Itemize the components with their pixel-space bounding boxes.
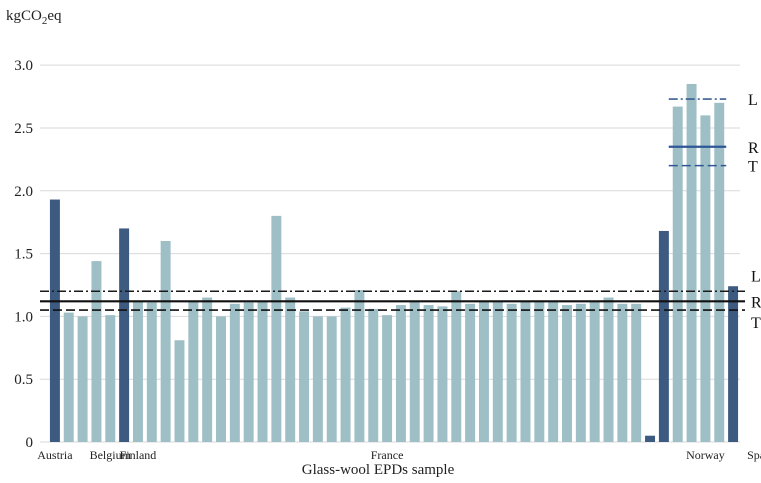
bar-44 [658,230,669,442]
bar-16 [271,215,282,442]
country-label: France [371,448,404,462]
country-label: Austria [37,448,73,462]
bar-38 [575,303,586,442]
bar-34 [520,301,531,442]
bar-0 [49,199,60,442]
country-label: Belgium [90,448,132,462]
country-label: Norway [686,448,725,462]
bar-9 [174,340,185,442]
country-label: Finland [120,448,157,462]
bar-48 [714,102,725,442]
bar-3 [91,261,102,442]
bar-22 [354,289,365,442]
bar-42 [631,303,642,442]
bar-7 [146,302,157,442]
bar-4 [105,315,116,442]
bar-8 [160,241,171,442]
bar-10 [188,301,199,442]
x-axis-title: Glass-wool EPDs sample [302,462,455,478]
bar-49 [728,286,739,442]
bar-36 [548,301,559,442]
y-tick-label: 0 [26,435,34,451]
reference-line-label: T [748,159,758,176]
bar-13 [229,303,240,442]
bar-20 [326,316,337,442]
bar-31 [478,301,489,442]
reference-line-label: T [751,315,761,332]
bars [49,83,739,443]
y-tick-label: 3.0 [14,58,33,74]
bar-24 [382,315,393,442]
bar-27 [423,305,434,442]
y-tick-label: 0.5 [14,372,33,388]
y-tick-label: 2.5 [14,121,33,137]
bar-19 [312,316,323,442]
reference-line-label: R [751,294,761,311]
y-axis-title: kgCO2eq [6,8,62,27]
bar-15 [257,301,268,442]
bar-2 [77,316,88,442]
bar-23 [368,308,379,442]
bar-37 [562,305,572,442]
bar-40 [603,297,614,442]
y-tick-label: 2.0 [14,184,33,200]
bar-21 [340,307,351,442]
reference-line-label: L [751,268,761,285]
bar-12 [216,316,226,442]
bar-11 [202,297,213,442]
bar-29 [451,291,462,442]
bar-18 [299,311,310,442]
y-axis: 0 0.5 1.0 1.5 2.0 2.5 3.0 [14,58,33,451]
bar-17 [285,297,296,442]
bar-45 [672,106,683,443]
bar-30 [465,303,476,442]
reference-line-label: L [748,92,758,109]
x-axis: AustriaBelgiumFinlandFranceNorwaySpainSw… [37,448,761,462]
bar-1 [63,312,74,442]
bar-5 [119,228,130,442]
reference-line-label: R [748,140,759,157]
bar-28 [437,306,448,442]
bar-41 [617,303,628,442]
bar-43 [645,435,656,442]
bar-25 [395,305,406,442]
bar-39 [589,301,600,442]
bar-47 [700,115,711,442]
bar-6 [132,301,143,442]
bar-46 [686,83,697,442]
y-tick-label: 1.5 [14,247,33,263]
bar-35 [534,301,545,442]
y-tick-label: 1.0 [14,309,33,325]
bar-33 [506,303,517,442]
country-label: Spain [747,448,761,462]
bar-14 [243,302,254,442]
bar-32 [492,301,503,442]
bar-26 [409,301,420,442]
